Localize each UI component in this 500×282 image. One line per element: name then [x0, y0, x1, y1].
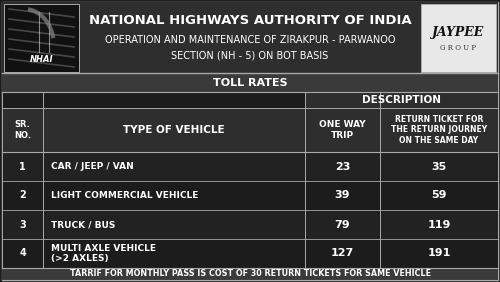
Text: ONE WAY
TRIP: ONE WAY TRIP [319, 120, 366, 140]
Bar [2, 2, 498, 73]
Bar [2, 268, 498, 280]
Text: SR.
NO.: SR. NO. [14, 120, 31, 140]
Text: LIGHT COMMERCIAL VEHICLE: LIGHT COMMERCIAL VEHICLE [51, 191, 199, 200]
Text: CAR / JEEP / VAN: CAR / JEEP / VAN [51, 162, 134, 171]
Text: 1: 1 [19, 162, 26, 171]
Bar [2, 210, 498, 239]
Text: 127: 127 [331, 248, 354, 259]
Text: OPERATION AND MAINTENANCE OF ZIRAKPUR - PARWANOO: OPERATION AND MAINTENANCE OF ZIRAKPUR - … [105, 35, 395, 45]
Text: TYPE OF VEHICLE: TYPE OF VEHICLE [123, 125, 225, 135]
Bar [4, 4, 79, 72]
Bar [2, 181, 498, 210]
Text: RETURN TICKET FOR
THE RETURN JOURNEY
ON THE SAME DAY: RETURN TICKET FOR THE RETURN JOURNEY ON … [391, 115, 487, 145]
Text: 119: 119 [428, 219, 450, 230]
Text: 4: 4 [19, 248, 26, 259]
Text: DESCRIPTION: DESCRIPTION [362, 95, 441, 105]
Text: 59: 59 [431, 191, 447, 201]
Text: 3: 3 [19, 219, 26, 230]
Text: G R O U P: G R O U P [440, 44, 476, 52]
Bar [421, 4, 496, 72]
Text: SECTION (NH - 5) ON BOT BASIS: SECTION (NH - 5) ON BOT BASIS [172, 51, 328, 61]
Text: 191: 191 [428, 248, 450, 259]
Bar [2, 108, 498, 152]
Text: TARRIF FOR MONTHLY PASS IS COST OF 30 RETURN TICKETS FOR SAME VEHICLE: TARRIF FOR MONTHLY PASS IS COST OF 30 RE… [70, 270, 430, 279]
Bar [2, 152, 498, 181]
Text: NATIONAL HIGHWAYS AUTHORITY OF INDIA: NATIONAL HIGHWAYS AUTHORITY OF INDIA [88, 14, 411, 27]
Text: JAYPEE: JAYPEE [432, 26, 484, 39]
Text: TRUCK / BUS: TRUCK / BUS [51, 220, 116, 229]
Text: MULTI AXLE VEHICLE
(>2 AXLES): MULTI AXLE VEHICLE (>2 AXLES) [51, 244, 156, 263]
Bar [2, 92, 305, 108]
Text: 23: 23 [335, 162, 350, 171]
Text: TOLL RATES: TOLL RATES [212, 78, 288, 87]
Text: 79: 79 [334, 219, 350, 230]
Bar [2, 73, 498, 92]
Text: 35: 35 [432, 162, 446, 171]
Bar [305, 92, 498, 108]
Text: 39: 39 [335, 191, 350, 201]
Bar [2, 239, 498, 268]
Text: 2: 2 [19, 191, 26, 201]
Text: NHAI: NHAI [30, 56, 54, 65]
